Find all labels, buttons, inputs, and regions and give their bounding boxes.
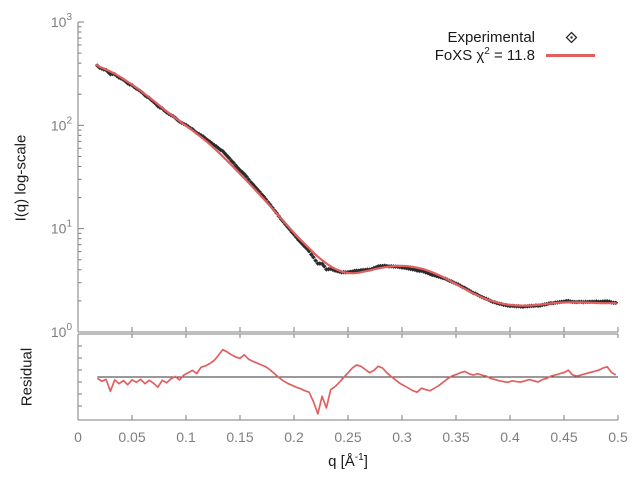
legend-diamond-outline [565, 31, 578, 44]
residual-y-axis-label: Residual [18, 347, 36, 407]
legend-label-experimental: Experimental [447, 29, 535, 46]
legend-foxs-sup: 2 [484, 46, 490, 57]
x-tick-label: 0 [74, 429, 82, 445]
x-tick-label: 0.45 [550, 429, 577, 445]
legend-diamond-dot [570, 36, 573, 39]
legend-label-foxs: FoXS χ2 = 11.8 [0, 46, 535, 64]
experimental-diamond-marker-icon [565, 31, 578, 44]
y-tick-label: 102 [51, 115, 73, 133]
x-axis-label-sup: -1 [354, 452, 364, 463]
x-tick-label: 0.15 [226, 429, 253, 445]
y-tick-label: 100 [51, 322, 73, 340]
legend-foxs-suffix: = 11.8 [489, 47, 535, 64]
x-axis-label-pre: q [Å [328, 453, 355, 470]
foxs-fit-curve [95, 63, 617, 307]
x-tick-label: 0.3 [392, 429, 412, 445]
x-tick-label: 0.1 [176, 429, 196, 445]
y-tick-label: 101 [51, 219, 73, 237]
y-tick-label: 103 [51, 12, 73, 30]
main-y-axis-label: I(q) log-scale [12, 134, 30, 222]
x-axis-label: q [Å-1] [328, 452, 368, 470]
x-axis-label-post: ] [363, 453, 368, 470]
x-tick-label: 0.4 [500, 429, 520, 445]
x-tick-label: 0.25 [334, 429, 361, 445]
legend-foxs-prefix: FoXS χ [434, 47, 485, 64]
x-tick-label: 0.5 [608, 429, 628, 445]
residual-curve [96, 348, 617, 415]
foxs-line-sample [546, 54, 595, 57]
x-tick-label: 0.05 [118, 429, 145, 445]
x-tick-label: 0.35 [442, 429, 469, 445]
x-tick-label: 0.2 [284, 429, 304, 445]
